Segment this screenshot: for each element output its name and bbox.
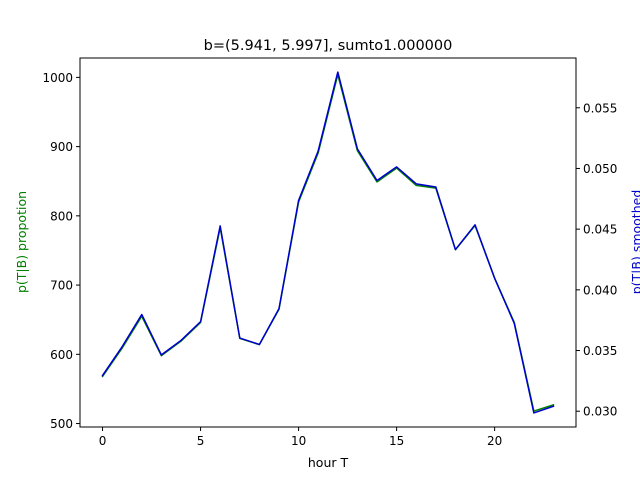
left-y-tick-label: 600 (50, 348, 73, 362)
right-y-tick-label: 0.030 (583, 405, 617, 419)
left-y-axis-label: p(T|B) propotion (14, 191, 29, 293)
right-y-axis-label: p(T|B) smoothed (629, 190, 640, 295)
x-tick-label: 15 (389, 434, 404, 448)
right-y-tick-label: 0.055 (583, 101, 617, 115)
axes: 0 5 10 15 20 500 600 700 800 900 1000 0.030 0.035 0.0… (42, 57, 617, 448)
right-y-tick-label: 0.040 (583, 283, 617, 297)
plot-area (101, 71, 555, 414)
left-y-tick-label: 1000 (42, 71, 73, 85)
x-tick-label: 20 (487, 434, 502, 448)
left-y-tick-label: 800 (50, 209, 73, 223)
right-y-tick-label: 0.035 (583, 344, 617, 358)
chart-title: b=(5.941, 5.997], sumto1.000000 (204, 38, 453, 54)
left-y-tick-label: 900 (50, 140, 73, 154)
left-y-tick-label: 500 (50, 417, 73, 431)
x-tick-label: 0 (99, 434, 107, 448)
plot-frame (79, 57, 577, 428)
right-y-tick-label: 0.045 (583, 223, 617, 237)
x-tick-label: 5 (197, 434, 205, 448)
right-y-tick-label: 0.050 (583, 162, 617, 176)
x-tick-label: 10 (291, 434, 306, 448)
series-line-smoothed (101, 71, 555, 414)
x-axis-label: hour T (308, 455, 349, 470)
left-y-tick-label: 700 (50, 279, 73, 293)
